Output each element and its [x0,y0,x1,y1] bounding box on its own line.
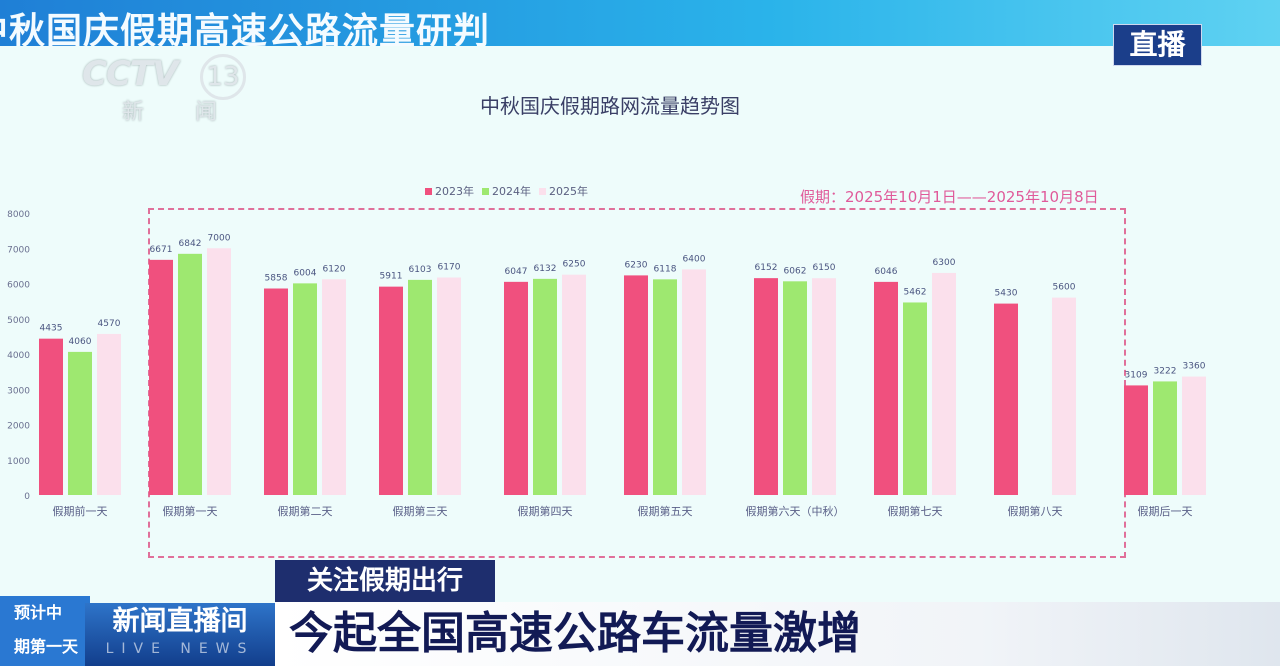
y-tick-label: 6000 [7,281,30,291]
bar [149,259,173,495]
bar [903,302,927,495]
y-tick-label: 4000 [7,351,30,361]
bar [653,279,677,495]
data-label: 6004 [294,268,317,278]
data-label: 4570 [98,319,121,329]
background-text: 预计中 期第一天 [0,596,90,666]
bar [1153,381,1177,495]
data-label: 3109 [1125,370,1148,380]
data-label: 6300 [933,258,956,268]
x-tick-label: 假期后一天 [1138,504,1193,518]
data-label: 6047 [505,267,528,277]
data-label: 5600 [1053,283,1076,293]
topic-tag: 关注假期出行 [275,560,495,602]
program-name: 新闻直播间 [112,606,248,637]
bar [754,278,778,495]
bar [39,338,63,495]
x-tick-label: 假期第七天 [888,504,943,518]
bar [504,281,528,495]
data-label: 6118 [654,264,677,274]
data-label: 6170 [438,263,461,273]
bar [437,277,461,495]
data-label: 5858 [265,274,288,284]
y-tick-label: 7000 [7,245,30,255]
chart-title: 中秋国庆假期路网流量趋势图 [480,94,740,118]
legend: 2023年 2024年 2025年 [425,183,588,199]
x-tick-label: 假期第四天 [518,504,573,518]
data-label: 6132 [534,264,557,274]
bar [1052,297,1076,495]
data-label: 6150 [813,263,836,273]
bar [322,279,346,495]
live-badge: 直播 [1113,24,1202,66]
banner-title: 中秋国庆假期高速公路流量研判 [0,11,491,46]
y-tick-label: 8000 [7,210,30,220]
data-label: 6062 [784,266,807,276]
x-tick-label: 假期第一天 [163,504,218,518]
y-tick-label: 5000 [7,316,30,326]
data-label: 4435 [40,324,63,334]
legend-item-2024: 2024年 [482,183,531,199]
bar [379,286,403,495]
bar [293,283,317,495]
logo-brand: CCTV [82,54,178,94]
data-label: 3222 [1154,366,1177,376]
data-label: 5462 [904,287,927,297]
bar [682,269,706,495]
data-label: 7000 [208,233,231,243]
y-tick-label: 2000 [7,422,30,432]
y-tick-label: 1000 [7,457,30,467]
program-logo: 新闻直播间 LIVE NEWS [85,603,275,666]
legend-item-2023: 2023年 [425,183,474,199]
x-tick-label: 假期前一天 [53,504,108,518]
bar [178,253,202,495]
bar [97,333,121,495]
bar [874,281,898,495]
data-label: 3360 [1183,362,1206,372]
legend-item-2025: 2025年 [539,183,588,199]
bar [68,351,92,495]
program-name-en: LIVE NEWS [105,641,255,657]
logo-channel: 13 [200,54,246,100]
data-label: 6103 [409,265,432,275]
bar [562,274,586,495]
bar [1124,385,1148,495]
cctv13-logo: CCTV 13 新 闻 [82,54,246,126]
holiday-note: 假期：2025年10月1日——2025年10月8日 [800,188,1099,206]
bar [812,278,836,495]
data-label: 5430 [995,289,1018,299]
data-label: 6250 [563,260,586,270]
bar [994,303,1018,495]
x-tick-label: 假期第五天 [638,504,693,518]
bar [783,281,807,495]
logo-name: 新 闻 [122,100,239,125]
headline: 今起全国高速公路车流量激增 [275,602,1280,666]
y-tick-label: 0 [24,492,30,502]
bar [264,288,288,495]
data-label: 6046 [875,267,898,277]
x-tick-label: 假期第三天 [393,504,448,518]
bar [533,278,557,495]
top-banner: 中秋国庆假期高速公路流量研判 [0,0,1280,46]
data-label: 6842 [179,239,202,249]
bar-chart: 0 1000 2000 3000 4000 5000 6000 7000 8000 4435 406… [7,210,1206,518]
data-label: 6230 [625,260,648,270]
data-label: 6152 [755,263,778,273]
bar [408,279,432,495]
y-tick-label: 3000 [7,386,30,396]
bar [1182,376,1206,495]
x-tick-label: 假期第六天（中秋） [746,504,845,518]
data-label: 5911 [380,272,403,282]
bar [932,272,956,495]
data-label: 4060 [69,337,92,347]
data-label: 6400 [683,254,706,264]
x-tick-label: 假期第八天 [1008,504,1063,518]
x-tick-label: 假期第二天 [278,504,333,518]
bar [624,275,648,495]
data-label: 6671 [150,245,173,255]
data-label: 6120 [323,264,346,274]
bar [207,248,231,495]
